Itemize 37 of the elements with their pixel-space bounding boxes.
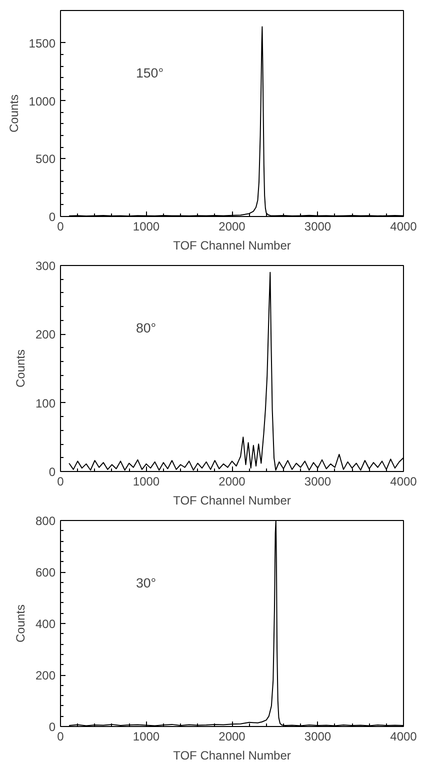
x-axis-title: TOF Channel Number <box>173 238 291 252</box>
x-tick-label: 1000 <box>132 730 160 744</box>
annotation: 80° <box>136 320 156 336</box>
x-tick-label: 1000 <box>132 220 160 234</box>
x-axis-title: TOF Channel Number <box>173 748 291 762</box>
x-tick-label: 0 <box>57 730 64 744</box>
y-tick-label: 600 <box>35 566 56 580</box>
x-tick-label: 0 <box>57 220 64 234</box>
x-tick-label: 4000 <box>390 220 418 234</box>
y-tick-label: 200 <box>35 668 56 682</box>
x-tick-label: 0 <box>57 474 64 488</box>
y-tick-label: 1000 <box>28 94 56 108</box>
x-tick-label: 4000 <box>390 730 418 744</box>
x-tick-label: 2000 <box>218 730 246 744</box>
annotation: 30° <box>136 576 156 591</box>
y-tick-label: 0 <box>48 210 56 224</box>
annotation: 150° <box>136 66 164 81</box>
y-axis-title: Counts <box>13 604 28 643</box>
x-tick-label: 3000 <box>304 730 332 744</box>
x-tick-label: 2000 <box>218 474 246 488</box>
x-tick-label: 2000 <box>218 220 246 234</box>
x-tick-label: 4000 <box>390 474 418 488</box>
y-axis-title: Counts <box>13 349 28 388</box>
x-tick-label: 1000 <box>132 474 160 488</box>
y-tick-label: 100 <box>35 396 56 410</box>
y-tick-label: 1500 <box>28 36 56 50</box>
x-tick-label: 3000 <box>304 220 332 234</box>
x-tick-label: 3000 <box>304 474 332 488</box>
y-tick-label: 400 <box>35 617 56 631</box>
y-tick-label: 500 <box>35 152 56 166</box>
y-tick-label: 300 <box>35 259 56 273</box>
y-tick-label: 800 <box>35 514 56 528</box>
y-tick-label: 0 <box>48 720 56 734</box>
y-tick-label: 0 <box>48 465 56 479</box>
y-tick-label: 200 <box>35 328 56 342</box>
y-axis-title: Counts <box>6 94 21 133</box>
x-axis-title: TOF Channel Number <box>173 494 291 508</box>
